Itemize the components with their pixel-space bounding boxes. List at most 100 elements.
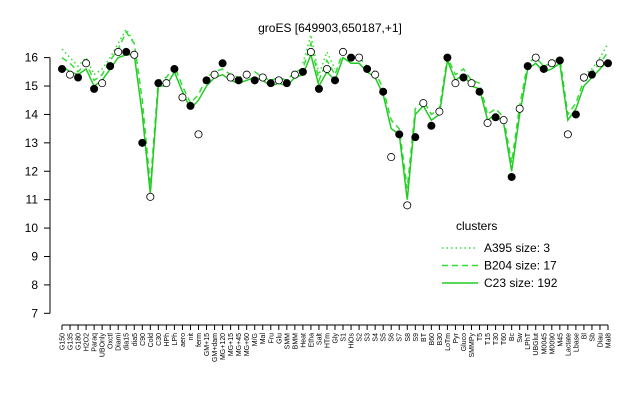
data-point [74,73,83,82]
x-tick-label: S8 [405,333,412,342]
data-point [499,116,508,125]
chart-title: groES [649903,650187,+1] [258,21,402,35]
data-point [274,76,283,85]
x-tick-label: SMMPy [469,333,476,358]
legend-label: A395 size: 3 [484,241,550,255]
data-point [539,64,548,73]
x-tick-label: Sb [589,333,596,342]
legend-label: B204 size: 17 [484,259,557,273]
x-tick-label: S7 [397,333,404,342]
x-tick-label: S9 [413,333,420,342]
x-tick-label: Mal8 [606,333,613,348]
x-tick-label: S2 [357,333,364,342]
data-point [411,133,420,142]
data-point [387,153,396,162]
x-tick-label: Mal [260,333,267,345]
x-tick-label: M0045 [541,333,548,355]
y-tick-label: 14 [25,107,39,121]
x-tick-label: HTm [324,333,331,348]
x-tick-label: MG+15 [228,333,235,356]
x-tick-label: Bl [581,333,588,340]
x-tick-label: B30 [437,333,444,346]
x-tick-label: MG+120 [220,333,227,360]
y-tick-label: 10 [25,221,39,235]
data-point [194,130,203,139]
x-tick-label: Glu [276,333,283,344]
x-tick-label: Lbase [573,333,580,352]
data-point [531,53,540,62]
data-point [98,79,107,88]
data-point [170,64,179,73]
data-point [266,79,275,88]
x-tick-label: GM+15 [204,333,211,356]
x-tick-label: G135 [68,333,75,350]
data-point [403,201,412,210]
legend-title: clusters [456,219,497,233]
data-point [90,84,99,93]
data-point [218,59,227,68]
data-point [579,73,588,82]
data-point [604,59,613,68]
data-point [66,70,75,79]
x-tick-label: Oxctl [108,333,115,349]
x-tick-label: SMM [284,333,291,350]
data-point [106,62,115,71]
data-point [435,107,444,116]
x-tick-label: BT [421,332,428,342]
x-tick-label: dia5 [132,333,139,346]
data-point [58,64,67,73]
x-tick-label: S1 [341,333,348,342]
data-point [475,87,484,96]
x-tick-label: G180 [76,333,83,350]
data-point [130,50,139,59]
data-point [595,59,604,68]
x-tick-label: Salt [316,333,323,345]
data-point [250,76,259,85]
data-point [419,99,428,108]
x-tick-label: UBGlut [533,333,540,356]
data-point [202,76,211,85]
x-tick-label: MG+45 [236,333,243,356]
data-point [162,79,171,88]
x-tick-label: Lactate [565,333,572,356]
data-point [122,47,131,56]
data-point [178,93,187,102]
x-tick-label: B60 [429,333,436,346]
data-point [234,76,243,85]
data-point [587,70,596,79]
data-point [555,56,564,65]
x-tick-label: MG+60 [244,333,251,356]
x-tick-label: Heat [300,333,307,348]
data-point [371,70,380,79]
data-point [523,62,532,71]
x-tick-label: H2O2 [84,333,91,351]
y-tick-label: 11 [26,193,39,207]
data-point [314,84,323,93]
y-tick-label: 15 [25,79,39,93]
data-point [571,110,580,119]
x-tick-label: S4 [373,333,380,342]
x-tick-label: S6 [389,333,396,342]
x-tick-label: HiOs [349,333,356,349]
x-tick-label: T15 [485,333,492,345]
x-tick-label: M0090 [549,333,556,355]
x-tick-label: nit [188,333,195,340]
x-tick-label: T60 [501,333,508,345]
data-point [290,70,299,79]
x-tick-label: GM+dam [212,333,219,362]
data-point [210,70,219,79]
x-tick-label: M45 [557,333,564,347]
data-point [355,53,364,62]
data-point [347,53,356,62]
data-point [483,118,492,127]
y-tick-label: 7 [31,306,38,320]
x-tick-label: Pyr [453,332,460,343]
data-point [186,101,195,110]
x-tick-label: Diami [116,333,123,351]
x-tick-label: S5 [381,333,388,342]
data-point [467,79,476,88]
data-point [322,64,331,73]
x-tick-label: BMM [292,333,299,350]
data-point [114,47,123,56]
